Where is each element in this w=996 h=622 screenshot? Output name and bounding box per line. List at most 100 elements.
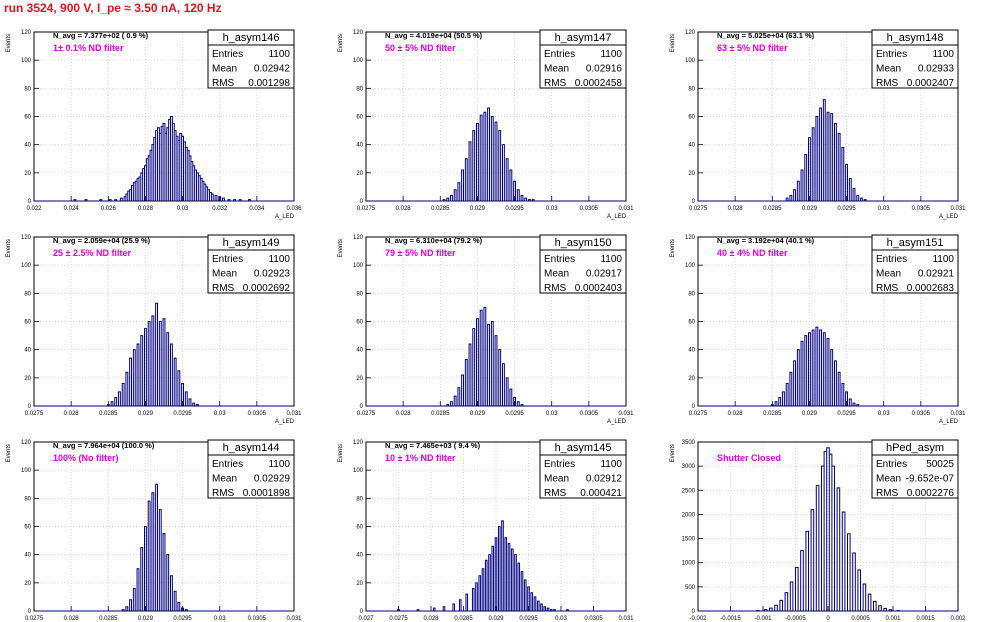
navg-annotation: N_avg = 4.019e+04 (50.5 %) — [385, 31, 483, 40]
stats-box — [871, 29, 959, 89]
x-axis-label: A_LED — [939, 419, 959, 425]
stat-label: RMS — [544, 78, 567, 89]
y-tick-label: 120 — [353, 30, 364, 36]
x-tick-label: 0.029 — [802, 411, 818, 417]
stat-label: Entries — [212, 254, 243, 265]
x-tick-label: 0.022 — [26, 206, 42, 212]
stats-box — [539, 29, 627, 89]
navg-annotation: N_avg = 2.059e+04 (25.9 %) — [53, 236, 151, 245]
stat-label: RMS — [544, 283, 567, 294]
stats-box — [207, 29, 295, 89]
stat-value: 1100 — [268, 254, 290, 265]
y-tick-label: 60 — [24, 320, 31, 326]
x-tick-label: 0.03 — [555, 616, 567, 622]
x-tick-label: 0.0285 — [431, 411, 450, 417]
x-tick-label: 0.031 — [618, 206, 634, 212]
y-tick-label: 60 — [24, 525, 31, 531]
y-tick-label: 120 — [21, 440, 32, 446]
y-tick-label: 2000 — [682, 512, 696, 518]
stat-label: RMS — [876, 78, 899, 89]
y-tick-label: 60 — [356, 525, 363, 531]
x-axis-label: A_LED — [939, 214, 959, 220]
y-axis-label: Events — [670, 239, 676, 257]
filter-annotation: 10 ± 1% ND filter — [385, 453, 456, 463]
y-tick-label: 20 — [356, 171, 363, 177]
x-tick-label: 0.028 — [396, 411, 412, 417]
y-tick-label: 100 — [353, 468, 364, 474]
y-tick-label: 60 — [24, 115, 31, 121]
stat-value: 0.0001898 — [243, 488, 291, 499]
panel-h_asym145: 0.027 0.0275 0.028 0.0285 0.029 0.0295 0.03 0.0… — [338, 439, 634, 622]
stat-label: Mean — [544, 474, 569, 485]
navg-annotation: N_avg = 5.025e+04 (63.1 %) — [717, 31, 815, 40]
x-tick-label: 0.001 — [885, 616, 901, 622]
x-tick-label: 0.029 — [802, 206, 818, 212]
x-tick-label: -0.0005 — [785, 616, 806, 622]
stat-value: 50025 — [926, 459, 954, 470]
x-tick-label: 0.036 — [286, 206, 302, 212]
x-tick-label: 0.0295 — [173, 411, 192, 417]
x-tick-label: -0.002 — [689, 616, 707, 622]
stat-value: 0.02923 — [254, 269, 291, 280]
y-tick-label: 0 — [28, 199, 32, 205]
x-tick-label: 0.028 — [396, 206, 412, 212]
x-tick-label: 0 — [826, 616, 830, 622]
x-tick-label: 0.031 — [950, 411, 966, 417]
panel-h_asym150: 0.0275 0.028 0.0285 0.029 0.0295 0.03 0.0305 0.… — [338, 234, 634, 425]
y-tick-label: 60 — [688, 115, 695, 121]
stats-box — [539, 234, 627, 294]
y-tick-label: 100 — [685, 58, 696, 64]
x-tick-label: 0.0015 — [916, 616, 935, 622]
y-tick-label: 20 — [356, 581, 363, 587]
x-tick-label: 0.03 — [214, 616, 226, 622]
x-tick-label: 0.028 — [64, 411, 80, 417]
histogram-line — [366, 107, 626, 202]
navg-annotation: N_avg = 3.192e+04 (40.1 %) — [717, 236, 815, 245]
navg-annotation: N_avg = 7.465e+03 ( 9.4 %) — [385, 441, 481, 450]
y-tick-label: 40 — [24, 143, 31, 149]
x-tick-label: 0.031 — [618, 411, 634, 417]
filter-annotation: 100% (No filter) — [53, 453, 119, 463]
y-tick-label: 2500 — [682, 488, 696, 494]
stat-value: 0.02942 — [254, 64, 291, 75]
x-tick-label: 0.03 — [214, 411, 226, 417]
y-tick-label: 100 — [353, 263, 364, 269]
y-tick-label: 60 — [688, 320, 695, 326]
y-tick-label: 0 — [360, 199, 364, 205]
stat-value: 0.02933 — [918, 64, 955, 75]
y-tick-label: 120 — [353, 235, 364, 241]
y-tick-label: 60 — [356, 320, 363, 326]
stat-label: Mean — [544, 269, 569, 280]
histogram-line — [34, 483, 294, 612]
stat-label: Mean — [876, 64, 901, 75]
y-tick-label: 40 — [356, 143, 363, 149]
x-tick-label: 0.03 — [546, 411, 558, 417]
panel-h_asym151: 0.0275 0.028 0.0285 0.029 0.0295 0.03 0.0305 0.… — [670, 234, 966, 425]
filter-annotation: 25 ± 2.5% ND filter — [53, 248, 131, 258]
histogram-line — [698, 99, 958, 202]
stat-label: Entries — [544, 459, 575, 470]
x-tick-label: 0.03 — [878, 411, 890, 417]
stat-value: 0.02912 — [586, 474, 623, 485]
x-tick-label: 0.0275 — [389, 616, 408, 622]
stat-value: 0.0002683 — [907, 283, 955, 294]
stat-value: -9.652e-07 — [906, 474, 955, 485]
x-tick-label: 0.031 — [950, 206, 966, 212]
stat-label: Mean — [212, 269, 237, 280]
filter-annotation: 50 ± 5% ND filter — [385, 43, 456, 53]
stat-value: 0.000421 — [580, 488, 622, 499]
y-tick-label: 1500 — [682, 537, 696, 543]
y-tick-label: 80 — [24, 86, 31, 92]
filter-annotation: 1± 0.1% ND filter — [53, 43, 124, 53]
y-tick-label: 40 — [356, 348, 363, 354]
panel-h_asym149: 0.0275 0.028 0.0285 0.029 0.0295 0.03 0.0305 0.… — [6, 234, 302, 425]
y-tick-label: 100 — [21, 468, 32, 474]
x-tick-label: 0.031 — [618, 616, 634, 622]
stats-box — [871, 439, 959, 499]
x-tick-label: 0.0275 — [357, 206, 376, 212]
stat-label: Entries — [876, 459, 907, 470]
y-axis-label: Events — [670, 444, 676, 462]
y-tick-label: 20 — [24, 376, 31, 382]
y-tick-label: 120 — [353, 440, 364, 446]
